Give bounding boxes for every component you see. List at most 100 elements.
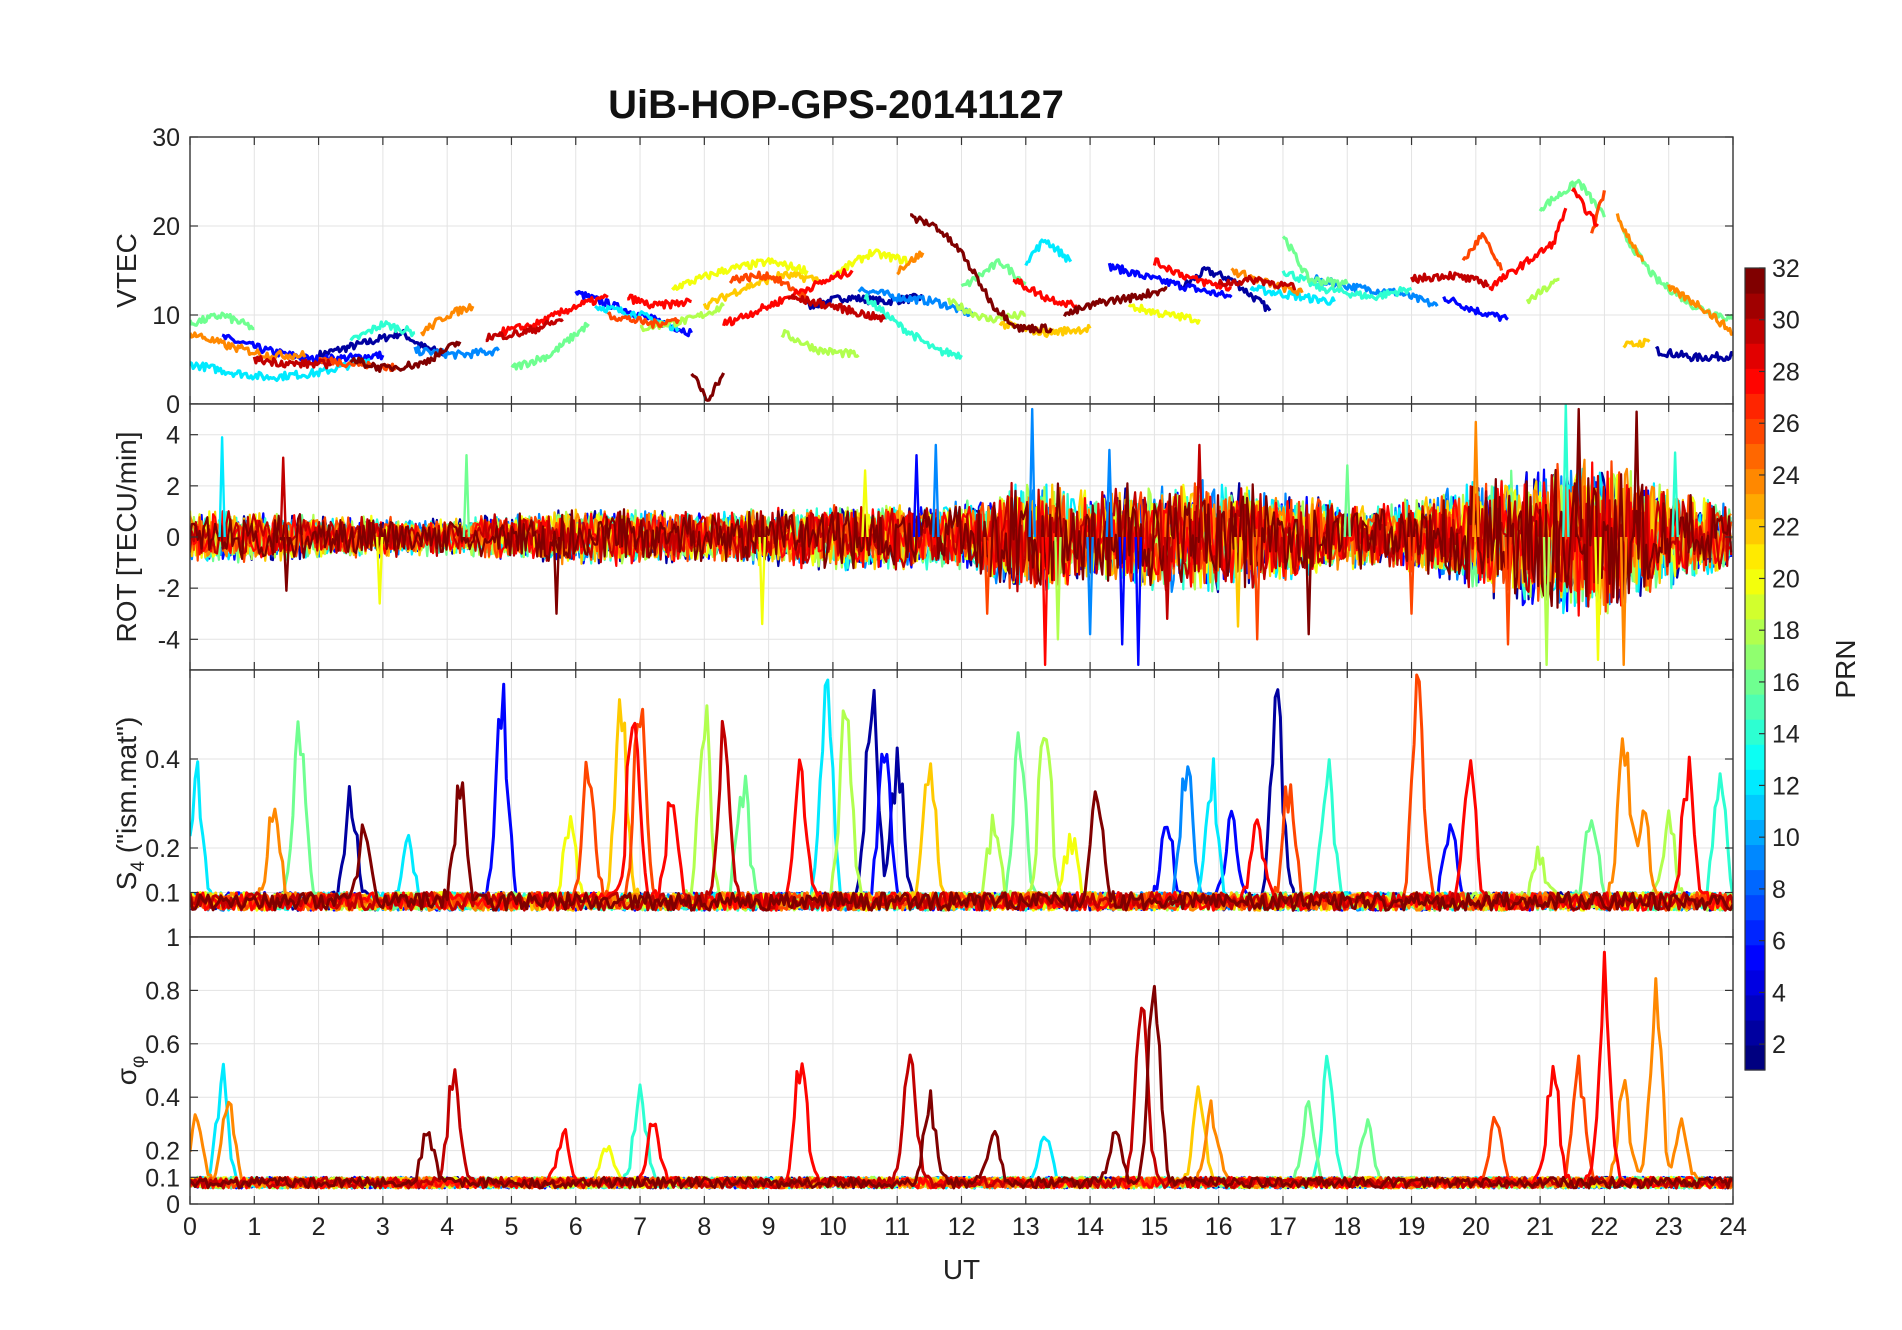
series-prn-20 (671, 257, 809, 291)
colorbar-tick-label: 16 (1772, 669, 1800, 697)
series-prn-16 (462, 454, 471, 538)
series-prn-26 (1461, 232, 1504, 271)
y-tick-label: -2 (158, 575, 180, 603)
x-tick-label: 12 (948, 1213, 976, 1241)
x-tick-label: 11 (884, 1213, 910, 1241)
colorbar-swatch (1745, 794, 1765, 820)
series-prn-20 (375, 536, 384, 605)
colorbar-swatch (1745, 869, 1765, 896)
colorbar-tick-label: 2 (1772, 1031, 1786, 1059)
series-prn-9 (857, 286, 975, 318)
y-tick-label: 30 (152, 124, 180, 152)
x-tick-label: 10 (819, 1213, 847, 1241)
colorbar-swatch (1745, 368, 1765, 394)
data-group (190, 404, 1733, 667)
series-prn-32 (349, 340, 462, 373)
colorbar-swatch (1745, 744, 1765, 770)
series-prn-28 (1570, 187, 1599, 228)
colorbar-swatch (1745, 643, 1765, 670)
series-prn-32 (910, 213, 1053, 334)
colorbar-swatch (1745, 994, 1765, 1021)
x-tick-label: 2 (312, 1213, 326, 1241)
x-tick-label: 21 (1526, 1213, 1554, 1241)
panel-s4: 0.1 0.2 0.4S4 ("ism.mat") (111, 669, 1734, 938)
series-prn-28 (1041, 536, 1049, 667)
series-prn-26 (606, 311, 681, 329)
colorbar-swatch (1745, 919, 1765, 946)
x-tick-label: 23 (1655, 1213, 1683, 1241)
colorbar-swatch (1745, 518, 1765, 545)
y-axis-label: ROT [TECU/min] (111, 431, 142, 642)
x-tick-label: 0 (183, 1213, 197, 1241)
series-prn-20 (1594, 536, 1602, 661)
series-prn-26 (1407, 536, 1416, 615)
series-prn-28 (497, 293, 609, 338)
series-prn-32 (190, 781, 1733, 912)
series-prn-14 (349, 320, 416, 342)
series-prn-24 (190, 331, 307, 361)
colorbar-swatch (1745, 944, 1765, 971)
series-prn-18 (1542, 536, 1551, 667)
y-tick-label: 0.2 (145, 835, 180, 863)
colorbar-swatch (1745, 719, 1765, 745)
y-tick-label: 4 (166, 422, 180, 450)
series-prn-16 (960, 258, 1027, 288)
series-prn-32 (1304, 536, 1313, 636)
colorbar-tick-label: 8 (1772, 876, 1786, 904)
series-prn-26 (1504, 536, 1512, 646)
colorbar-swatch (1745, 418, 1765, 445)
x-tick-label: 15 (1140, 1213, 1168, 1241)
series-prn-24 (1230, 267, 1304, 296)
colorbar-tick-label: 20 (1772, 565, 1800, 593)
series-prn-14 (1281, 270, 1413, 302)
series-prn-32 (190, 984, 1733, 1190)
colorbar-swatch (1745, 268, 1765, 294)
series-prn-2 (1654, 346, 1733, 363)
series-prn-22 (1622, 337, 1651, 349)
colorbar-tick-label: 4 (1772, 979, 1786, 1007)
colorbar-tick-label: 10 (1772, 824, 1800, 852)
series-prn-28 (627, 293, 692, 310)
x-tick-label: 6 (569, 1213, 583, 1241)
x-tick-label: 9 (762, 1213, 776, 1241)
colorbar-swatch (1745, 694, 1765, 720)
data-group (190, 950, 1733, 1190)
colorbar-tick-label: 6 (1772, 928, 1786, 956)
colorbar-swatch (1745, 844, 1765, 871)
series-prn-20 (758, 536, 766, 626)
data-group (190, 178, 1733, 402)
x-tick-label: 4 (440, 1213, 454, 1241)
series-prn-32 (282, 536, 291, 592)
x-tick-label: 1 (247, 1213, 261, 1241)
x-tick-label: 18 (1333, 1213, 1361, 1241)
series-prn-30 (1217, 274, 1297, 291)
colorbar-swatch (1745, 669, 1765, 695)
series-prn-30 (1195, 443, 1204, 538)
series-prn-32 (1574, 407, 1583, 538)
colorbar-tick-label: 32 (1772, 255, 1800, 283)
colorbar-tick-label: 12 (1772, 772, 1800, 800)
y-tick-label: 0.2 (145, 1138, 180, 1166)
series-prn-5 (1107, 262, 1233, 299)
series-prn-32 (1632, 410, 1641, 538)
y-axis-label: VTEC (111, 233, 142, 308)
series-prn-24 (1619, 536, 1628, 667)
colorbar-swatch (1745, 393, 1765, 419)
y-tick-label: 0 (166, 1191, 180, 1219)
series-prn-22 (998, 320, 1092, 338)
data-group (190, 673, 1733, 912)
panel-rot: -4 -2 0 2 4 ROT [TECU/min] (111, 403, 1734, 671)
x-tick-label: 14 (1076, 1213, 1104, 1241)
y-tick-label: 1 (166, 924, 180, 952)
series-prn-5 (1442, 296, 1509, 322)
colorbar-swatch (1745, 769, 1765, 795)
series-prn-24 (896, 250, 925, 276)
colorbar-tick-label: 28 (1772, 358, 1800, 386)
series-prn-9 (1105, 448, 1114, 538)
series-prn-9 (1086, 536, 1094, 636)
series-prn-30 (1410, 270, 1490, 289)
series-prn-24 (1472, 420, 1480, 538)
colorbar-tick-label: 26 (1772, 410, 1800, 438)
colorbar-swatch (1745, 819, 1765, 846)
